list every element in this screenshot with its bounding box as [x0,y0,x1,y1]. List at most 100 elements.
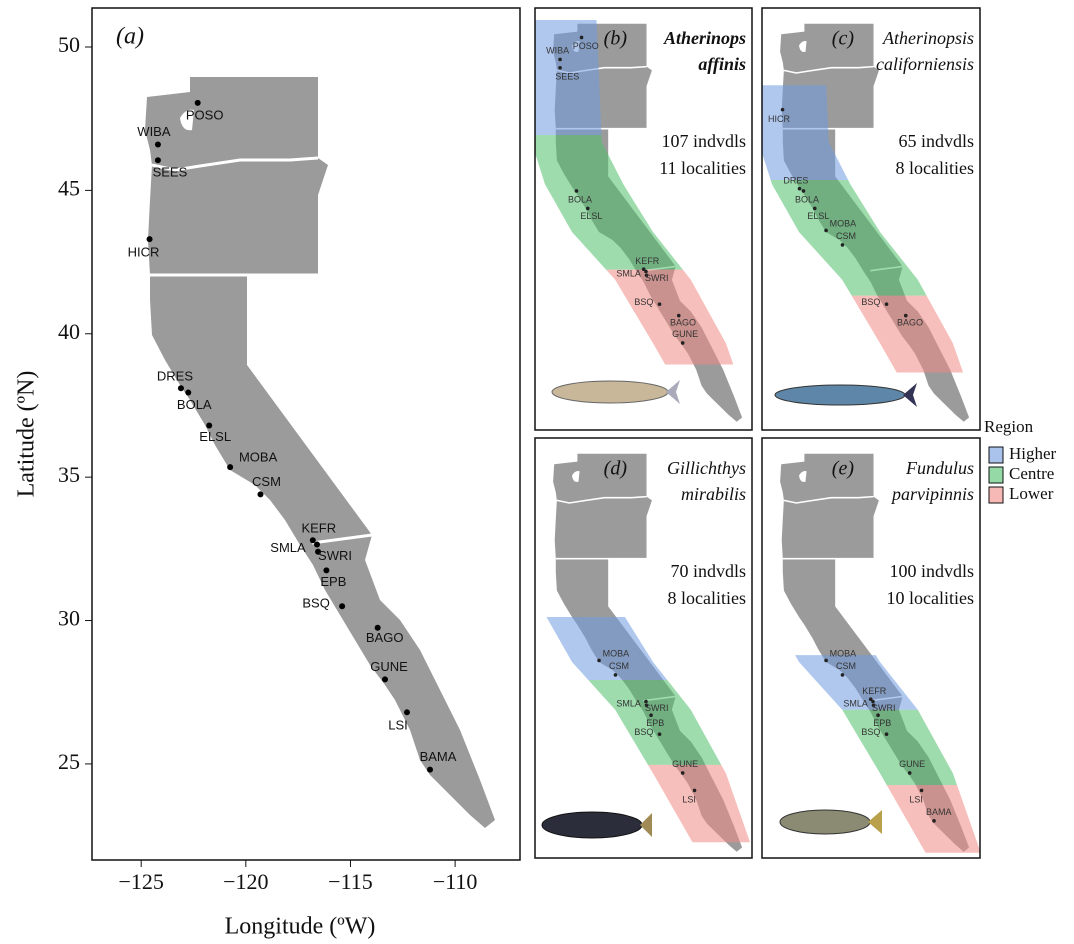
site-marker [824,229,828,233]
site-marker [558,66,562,70]
site-marker [257,491,263,497]
legend-swatch [989,487,1003,503]
panel-label: (d) [604,458,628,480]
species-name: Atherinopsis [882,28,974,48]
site-label: KEFR [862,686,887,696]
site-marker [427,767,433,773]
site-marker [558,58,562,62]
site-label: GUNE [672,759,698,769]
site-label: BSQ [302,596,329,611]
site-label: CSM [836,661,856,671]
site-label: BAGO [897,318,923,328]
panel-map-inner [780,454,981,853]
site-label: BAGO [670,318,696,328]
y-tick-label: 35 [58,462,80,487]
site-label: MOBA [603,649,630,659]
panel-map-inner [756,24,969,422]
site-label: POSO [186,107,224,122]
site-marker [614,673,618,677]
site-marker [920,789,924,793]
site-label: ELSL [580,211,602,221]
individual-count: 70 indvdls [670,561,746,581]
site-marker [932,819,936,823]
site-label: DRES [783,175,808,185]
site-marker [885,302,889,306]
panel-map [547,454,751,852]
x-tick-label: −110 [433,869,478,894]
site-label: SMLA [270,540,306,555]
site-label: GUNE [899,759,925,769]
legend-swatch [989,447,1003,463]
site-marker [908,771,912,775]
site-marker [339,603,345,609]
x-tick-label: −120 [223,869,268,894]
site-marker [404,709,410,715]
site-marker [185,390,191,396]
site-marker [876,713,880,717]
site-marker [649,713,653,717]
panel-label: (b) [604,28,628,50]
site-label: KEFR [301,521,336,536]
site-label: ELSL [199,429,231,444]
site-label: BSQ [861,727,880,737]
site-marker [869,697,873,701]
site-label: GUNE [672,329,698,339]
species-name: affinis [698,54,746,74]
site-marker [813,207,817,211]
site-marker [314,542,320,548]
site-label: BAMA [420,749,457,764]
site-label: SMLA [616,699,641,709]
figure: (a) Longitude (ºW) Latitude (ºN) −125−12… [0,0,1074,944]
site-label: BOLA [568,194,592,204]
individual-count: 100 indvdls [889,561,974,581]
site-label: DRES [157,369,193,384]
site-marker [681,771,685,775]
legend-label: Lower [1009,484,1054,503]
site-label: EPB [320,574,346,589]
site-marker [658,732,662,736]
individual-count: 107 indvdls [661,131,746,151]
land [145,77,495,828]
site-label: BSQ [634,297,653,307]
species-name: Gillichthys [667,458,746,478]
site-label: LSI [388,718,408,733]
locality-count: 11 localities [659,158,746,178]
site-marker [310,537,316,543]
y-tick-label: 30 [58,606,80,631]
legend-swatch [989,467,1003,483]
site-label: SEES [555,71,579,81]
site-marker [195,100,201,106]
site-label: SMLA [616,269,641,279]
site-marker [802,189,806,193]
site-marker [382,676,388,682]
site-label: BAMA [926,807,952,817]
site-label: SWRI [645,273,669,283]
panel-map [756,24,969,422]
site-label: CSM [836,231,856,241]
legend-label: Centre [1009,464,1054,483]
site-label: LSI [682,795,696,805]
site-marker [580,36,584,40]
site-marker [885,732,889,736]
site-label: LSI [909,795,923,805]
y-tick-label: 40 [58,319,80,344]
species-name: mirabilis [681,484,746,504]
site-label: CSM [609,661,629,671]
site-marker [586,207,590,211]
site-label: HICR [128,245,160,260]
site-label: SWRI [645,703,669,713]
site-label: BOLA [177,397,212,412]
locality-count: 10 localities [887,588,974,608]
site-marker [147,236,153,242]
locality-count: 8 localities [668,588,746,608]
site-marker [693,789,697,793]
panel-label: (c) [832,28,855,50]
site-label: SEES [153,165,188,180]
locality-count: 8 localities [896,158,974,178]
site-marker [155,157,161,163]
y-tick-label: 50 [58,32,80,57]
site-marker [323,567,329,573]
x-tick-label: −115 [328,869,373,894]
site-label: WIBA [137,124,171,139]
y-tick-label: 25 [58,749,80,774]
